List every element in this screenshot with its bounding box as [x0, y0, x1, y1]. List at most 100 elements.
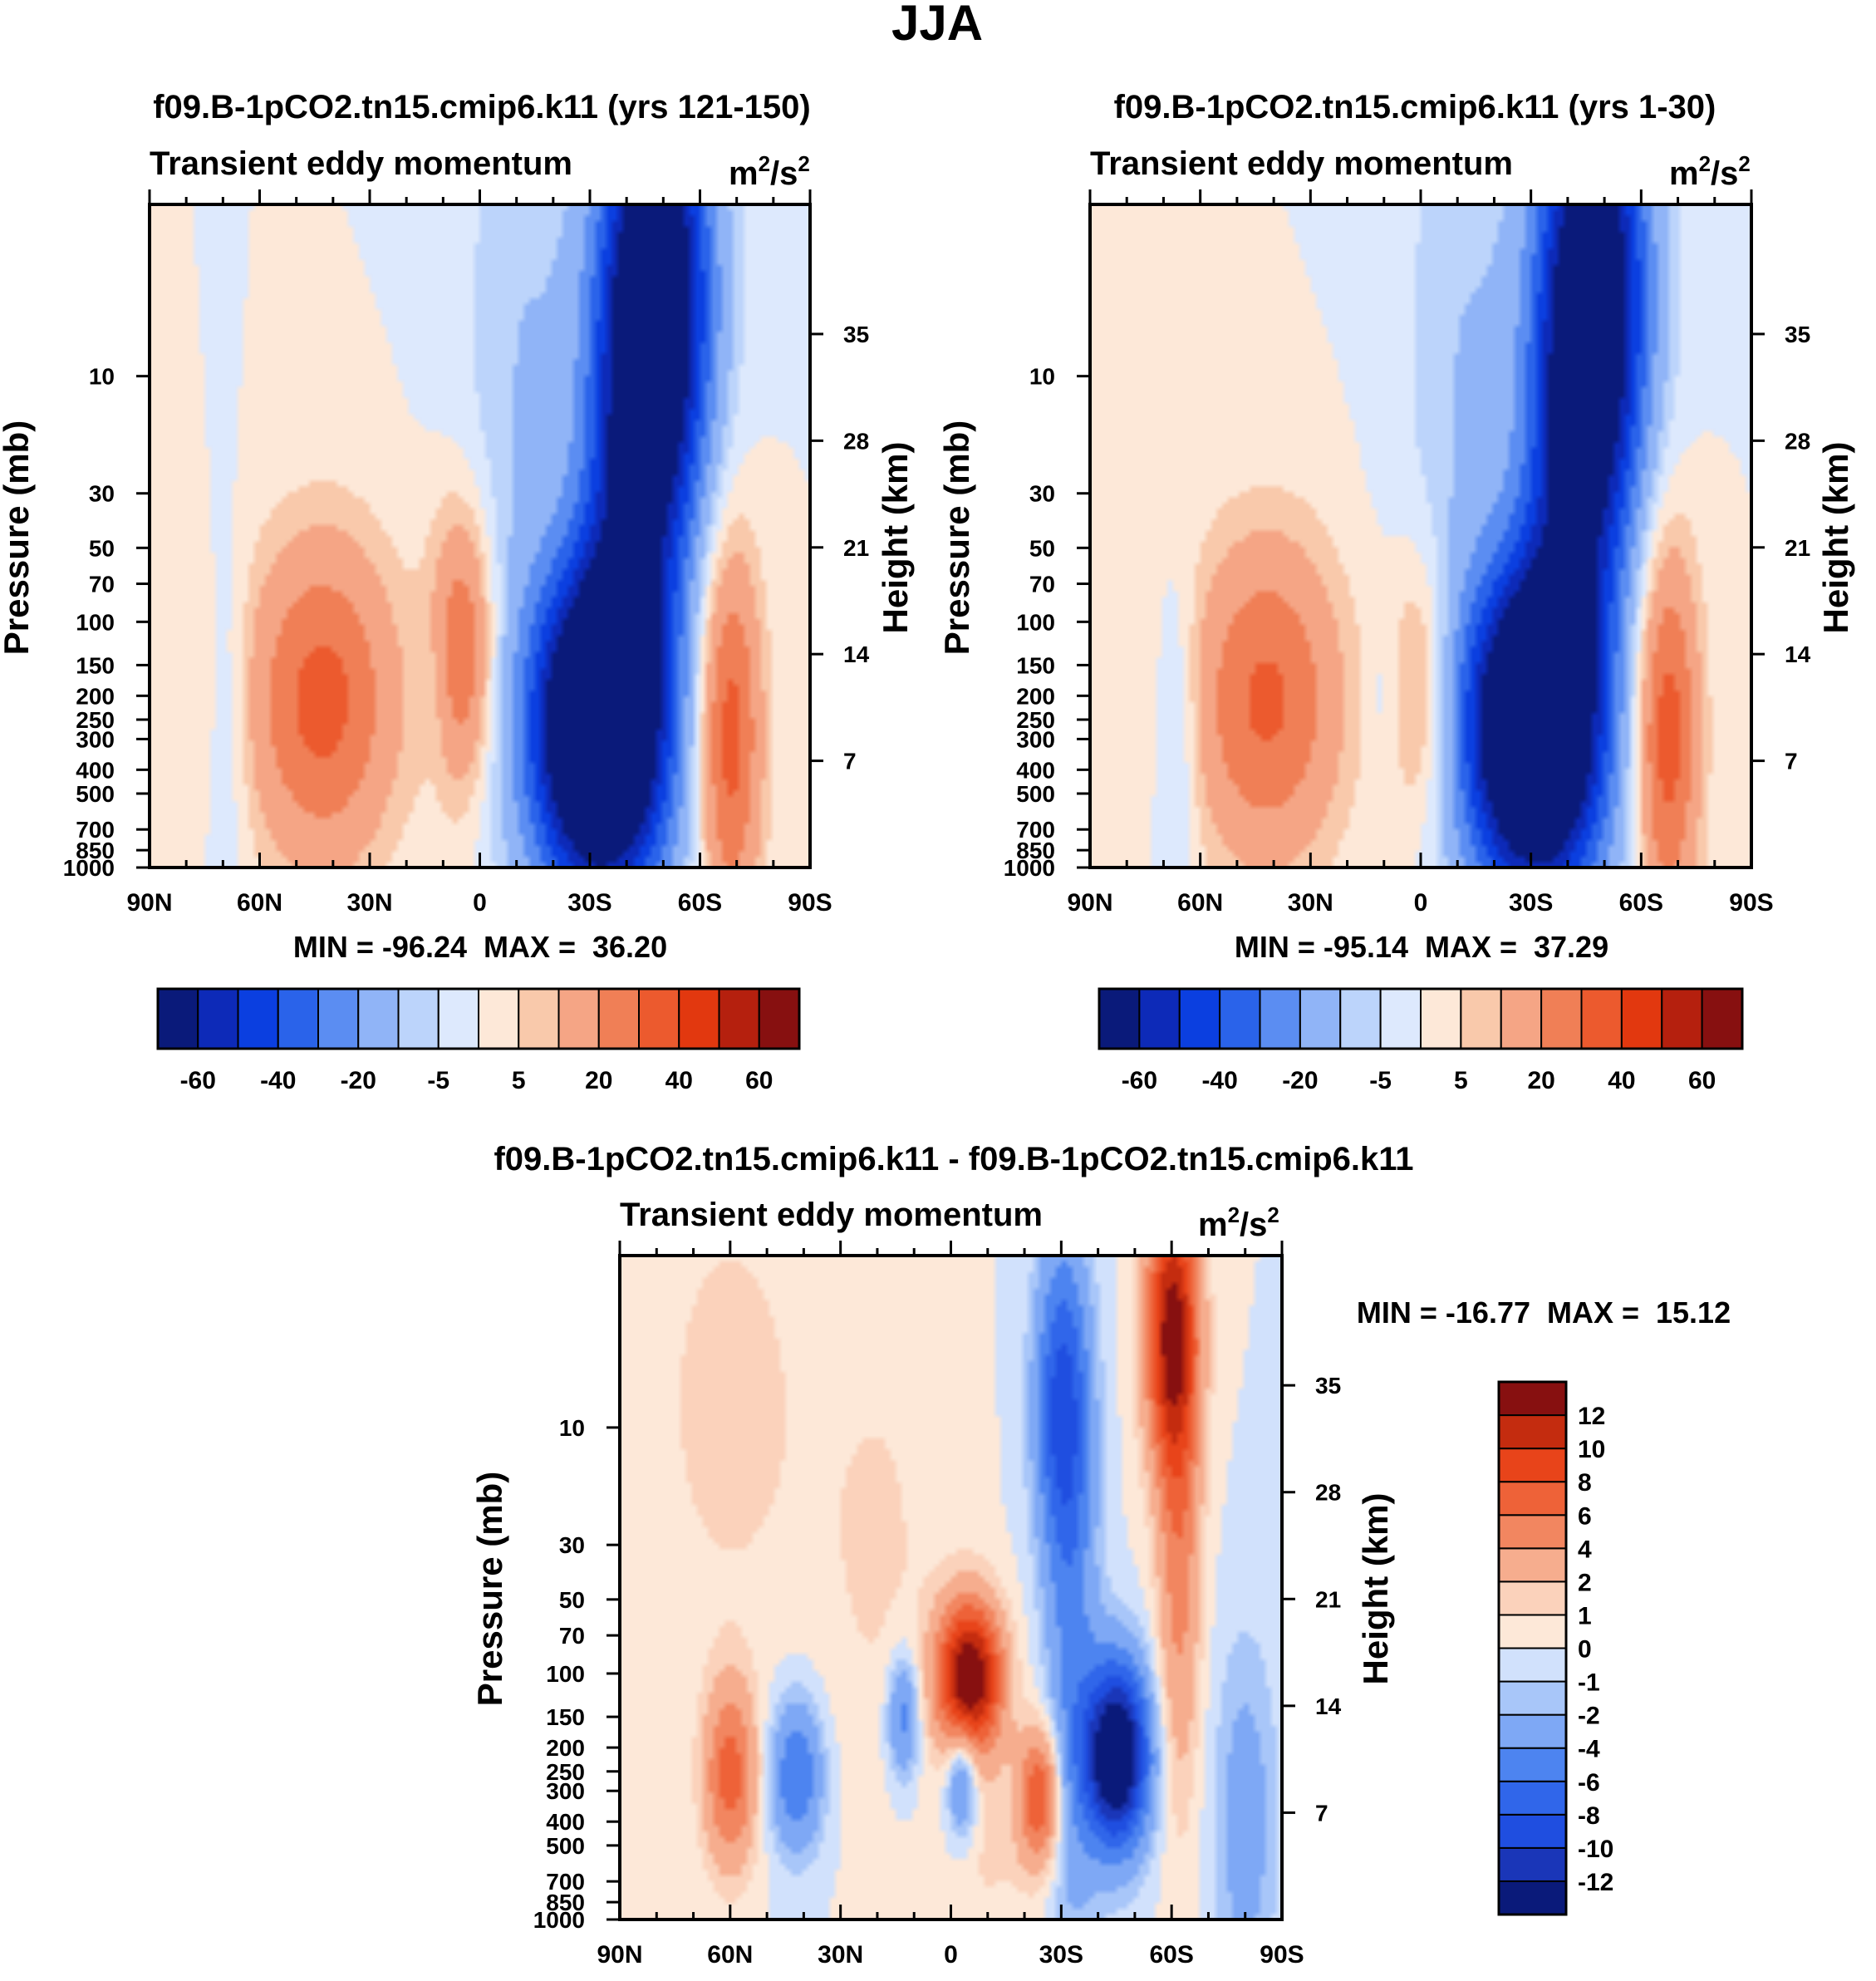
y-tick-label: 150 — [1016, 652, 1055, 678]
colorbar-box — [1098, 988, 1141, 1049]
height-tick-label: 14 — [843, 641, 870, 667]
colorbar-box — [1498, 1414, 1567, 1450]
y-tick-label: 400 — [1016, 757, 1055, 783]
panel-a-colorbar: -60 -40 -20 -5 5 20 40 60 — [156, 987, 801, 1094]
panel-diff-y-label: Pressure (mb) — [470, 1472, 509, 1706]
colorbar-label: 40 — [665, 1067, 693, 1094]
panel-diff-y2-label: Height (km) — [1356, 1493, 1395, 1685]
colorbar-box — [1498, 1580, 1567, 1616]
colorbar-box — [1379, 988, 1422, 1049]
panel-a-title: f09.B-1pCO2.tn15.cmip6.k11 (yrs 121-150) — [153, 89, 811, 125]
panel-a-heatmap — [150, 204, 810, 868]
colorbar-box — [758, 988, 800, 1049]
colorbar-label: -4 — [1578, 1736, 1600, 1763]
colorbar-label: -20 — [1282, 1067, 1318, 1094]
y-tick-label: 250 — [1016, 707, 1055, 733]
panel-b-title: f09.B-1pCO2.tn15.cmip6.k11 (yrs 1-30) — [1114, 89, 1716, 125]
colorbar-box — [1498, 1647, 1567, 1683]
y-tick-label: 10 — [89, 364, 115, 390]
y-tick-label: 30 — [1029, 481, 1055, 507]
y-tick-label: 250 — [546, 1759, 585, 1785]
colorbar-label: 0 — [1578, 1636, 1592, 1664]
y-tick-label: 10 — [1029, 364, 1055, 390]
colorbar-box — [1498, 1547, 1567, 1583]
colorbar-box — [317, 988, 360, 1049]
colorbar-label: 8 — [1578, 1469, 1592, 1497]
colorbar-box — [1701, 988, 1743, 1049]
colorbar-label: 5 — [1454, 1067, 1468, 1094]
colorbar-outline — [1098, 987, 1744, 1050]
colorbar-box — [1498, 1780, 1567, 1816]
colorbar-box — [1498, 1448, 1567, 1483]
x-tick-label: 0 — [1414, 889, 1428, 917]
colorbar-box — [1420, 988, 1462, 1049]
colorbar-label: -8 — [1578, 1802, 1600, 1830]
colorbar-box — [557, 988, 600, 1049]
colorbar-box — [1498, 1813, 1567, 1849]
panel-diff-units: m2/s2 — [1198, 1202, 1279, 1243]
colorbar-label: 60 — [1688, 1067, 1716, 1094]
colorbar-box — [1299, 988, 1342, 1049]
y-tick-label: 100 — [546, 1661, 585, 1687]
colorbar-label: 2 — [1578, 1569, 1592, 1596]
colorbar-label: -20 — [341, 1067, 376, 1094]
colorbar-label: -12 — [1578, 1869, 1613, 1896]
panel-diff-left-label: Transient eddy momentum — [620, 1197, 1043, 1233]
panel-diff-stats: MIN = -16.77 MAX = 15.12 — [1357, 1295, 1731, 1330]
y-tick-label: 300 — [76, 726, 115, 752]
y-tick-label: 70 — [89, 572, 115, 597]
panel-diff-axes: 90N 60N 30N 0 30S 60S 90S103050701001502002503… — [533, 1241, 1342, 1969]
colorbar-label: -60 — [180, 1067, 216, 1094]
colorbar-box — [397, 988, 440, 1049]
panel-a-y2-label: Height (km) — [876, 442, 915, 634]
x-tick-label: 30N — [818, 1941, 863, 1969]
y-tick-label: 400 — [76, 757, 115, 783]
panel-b-stats: MIN = -95.14 MAX = 37.29 — [1235, 930, 1608, 964]
y-tick-label: 100 — [76, 609, 115, 635]
y-tick-label: 1000 — [63, 855, 115, 881]
colorbar-label: 60 — [745, 1067, 773, 1094]
colorbar-outline — [1497, 1380, 1568, 1916]
colorbar-box — [518, 988, 560, 1049]
y-tick-label: 1000 — [533, 1907, 585, 1933]
colorbar-label: 20 — [1527, 1067, 1554, 1094]
height-tick-label: 35 — [843, 322, 869, 347]
panel-a-left-label: Transient eddy momentum — [150, 145, 572, 182]
colorbar-box — [1460, 988, 1502, 1049]
y-tick-label: 50 — [89, 535, 115, 561]
y-tick-label: 700 — [76, 817, 115, 843]
colorbar-label: -10 — [1578, 1836, 1613, 1863]
y-tick-label: 100 — [1016, 609, 1055, 635]
panel-b-colorbar: -60 -40 -20 -5 5 20 40 60 — [1098, 987, 1744, 1094]
height-tick-label: 14 — [1315, 1693, 1342, 1719]
y-tick-label: 200 — [546, 1735, 585, 1761]
colorbar-box — [437, 988, 479, 1049]
colorbar-label: 40 — [1608, 1067, 1635, 1094]
panel-b-units: m2/s2 — [1669, 151, 1751, 192]
colorbar-box — [1138, 988, 1181, 1049]
x-tick-label: 30S — [567, 889, 611, 917]
y-tick-label: 850 — [76, 838, 115, 863]
height-tick-label: 35 — [1315, 1373, 1341, 1398]
colorbar-box — [277, 988, 319, 1049]
y-tick-label: 70 — [559, 1623, 585, 1649]
y-tick-label: 150 — [76, 652, 115, 678]
panel-a-axes: 90N 60N 30N 0 30S 60S 90S103050701001502002503… — [63, 189, 870, 917]
height-tick-label: 7 — [843, 749, 857, 774]
colorbar-box — [1498, 1514, 1567, 1550]
height-tick-label: 14 — [1785, 641, 1811, 667]
panel-b-axes: 90N 60N 30N 0 30S 60S 90S103050701001502002503… — [1004, 189, 1811, 917]
panel-a: f09.B-1pCO2.tn15.cmip6.k11 (yrs 121-150)… — [0, 89, 915, 1094]
y-tick-label: 500 — [76, 781, 115, 807]
colorbar-box — [1219, 988, 1261, 1049]
x-tick-label: 90N — [597, 1941, 642, 1969]
colorbar-box — [357, 988, 400, 1049]
colorbar-box — [638, 988, 680, 1049]
colorbar-box — [1498, 1381, 1567, 1417]
height-tick-label: 28 — [1785, 428, 1810, 454]
colorbar-box — [1661, 988, 1703, 1049]
y-tick-label: 50 — [559, 1587, 585, 1613]
colorbar-label: 20 — [585, 1067, 612, 1094]
colorbar-label: -5 — [427, 1067, 449, 1094]
